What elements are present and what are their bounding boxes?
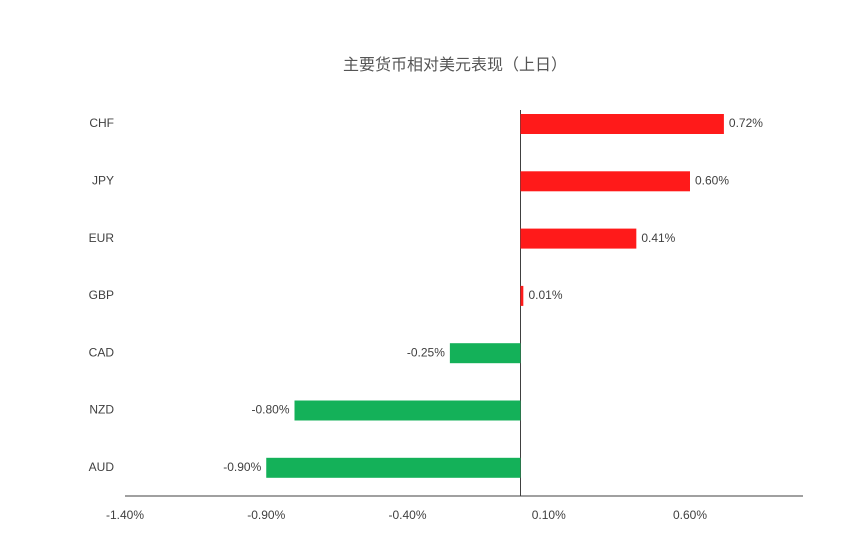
value-label: -0.80% [251,403,289,417]
value-label: 0.60% [695,173,729,187]
value-label: 0.72% [729,116,763,130]
x-tick-label: -1.40% [106,508,144,522]
bar [266,457,521,478]
y-tick-label: JPY [92,173,114,187]
y-tick-label: CAD [89,345,115,359]
value-label: -0.25% [407,345,445,359]
y-tick-label: NZD [89,403,114,417]
chart-title: 主要货币相对美元表现（上日） [343,56,567,74]
bar [294,400,521,421]
bar [520,285,524,306]
y-tick-label: CHF [89,116,114,130]
y-tick-label: GBP [89,288,114,302]
y-tick-label: AUD [89,460,115,474]
value-label: -0.90% [223,460,261,474]
y-tick-label: EUR [89,231,115,245]
bar [520,171,690,192]
bar [520,228,637,249]
x-tick-label: -0.90% [247,508,285,522]
value-label: 0.41% [641,231,675,245]
bar [520,114,724,134]
x-tick-label: -0.40% [388,508,426,522]
x-tick-label: 0.60% [673,508,707,522]
x-tick-label: 0.10% [532,508,566,522]
bar [449,343,521,364]
value-label: 0.01% [529,288,563,302]
